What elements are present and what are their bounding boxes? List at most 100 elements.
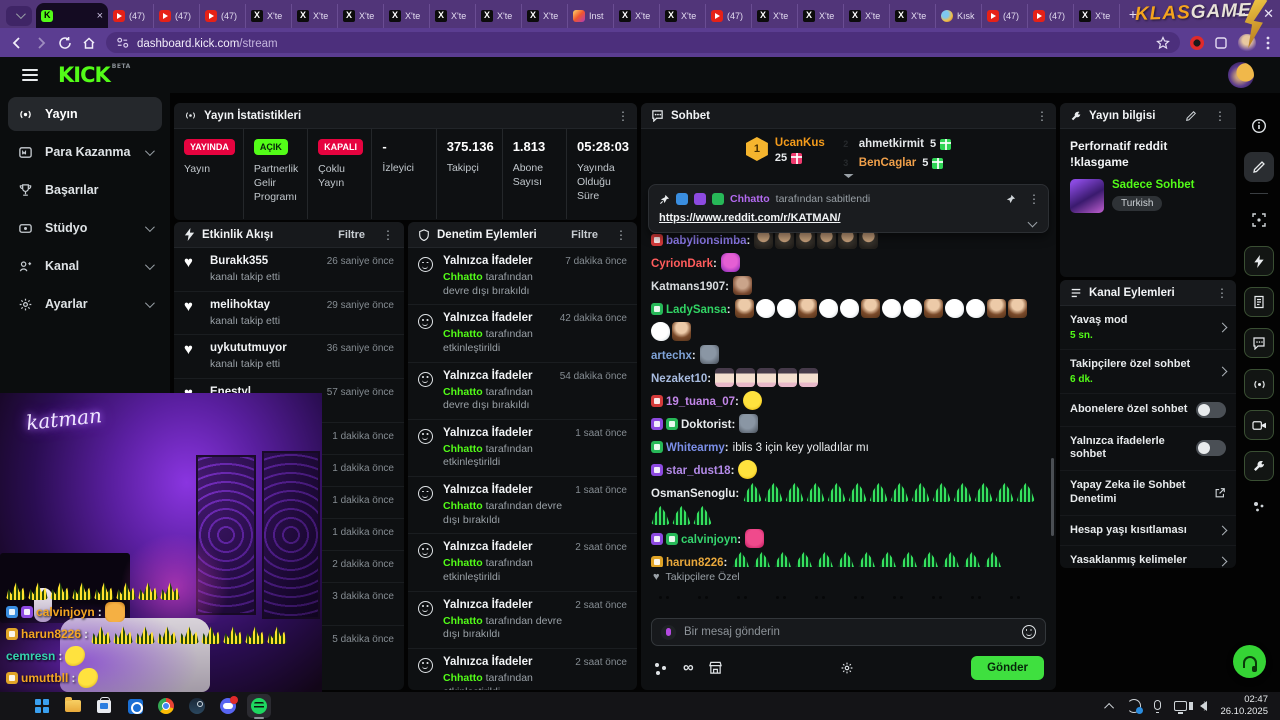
channel-action-item[interactable]: Yasaklanmış kelimeler — [1060, 546, 1236, 568]
sidebar-item-ayarlar[interactable]: Ayarlar — [8, 287, 162, 321]
gear-icon[interactable] — [840, 661, 854, 675]
moderator-name[interactable]: Chhatto — [443, 328, 483, 341]
reload-icon[interactable] — [58, 36, 72, 50]
moderator-name[interactable]: Chhatto — [443, 500, 483, 513]
browser-tab[interactable]: X'te — [522, 4, 568, 28]
quick-emote-icon[interactable] — [733, 590, 752, 609]
browser-tab[interactable]: X'te — [798, 4, 844, 28]
extensions-icon[interactable] — [1214, 36, 1228, 50]
browser-tab[interactable]: X'te — [292, 4, 338, 28]
panel-menu-icon[interactable]: ⋮ — [1216, 285, 1228, 300]
send-button[interactable]: Gönder — [971, 656, 1044, 680]
sidebar-item-basarilar[interactable]: Başarılar — [8, 173, 162, 207]
quick-emote-icon[interactable] — [1006, 590, 1025, 609]
category-thumbnail[interactable] — [1070, 179, 1104, 214]
channel-action-item[interactable]: Abonelere özel sohbet — [1060, 394, 1236, 427]
channel-action-item[interactable]: Takipçilere özel sohbet 6 dk. — [1060, 350, 1236, 394]
leaderboard-row[interactable]: 3 BenCaglar 5 — [839, 156, 951, 170]
stream-preview-video[interactable]: katman calvinjoyn: harun8226: cemresn: u… — [0, 393, 322, 692]
home-icon[interactable] — [82, 36, 96, 50]
quick-emote-icon[interactable] — [928, 590, 947, 609]
site-info-icon[interactable] — [116, 36, 129, 49]
close-icon[interactable]: ✕ — [1263, 6, 1274, 21]
leaderboard-collapse-button[interactable] — [641, 172, 1056, 180]
browser-tab[interactable]: X'te — [338, 4, 384, 28]
browser-tab[interactable]: X'te — [752, 4, 798, 28]
leaderboard-username[interactable]: ahmetkirmit — [858, 138, 924, 150]
chat-username[interactable]: artechx — [651, 350, 692, 362]
chat-username[interactable]: Katmans1907 — [651, 281, 726, 293]
quick-actions-icon[interactable] — [1244, 246, 1274, 276]
tray-expand-icon[interactable] — [1104, 702, 1115, 713]
quick-emote-icon[interactable] — [655, 590, 674, 609]
emoji-picker-icon[interactable] — [1022, 625, 1036, 639]
browser-tab[interactable]: (47) — [108, 4, 154, 28]
bookmark-star-icon[interactable] — [1156, 35, 1170, 50]
spotify-button[interactable] — [247, 694, 271, 719]
browser-tab[interactable]: X'te — [1074, 4, 1120, 28]
hamburger-menu-icon[interactable] — [22, 69, 38, 81]
quick-emote-icon[interactable] — [811, 590, 830, 609]
leaderboard-username[interactable]: BenCaglar — [858, 157, 917, 169]
pinned-message[interactable]: Chhatto tarafından sabitlendi ⋮ https://… — [648, 184, 1049, 233]
broadcast-icon[interactable] — [1244, 369, 1274, 399]
edit-icon[interactable] — [1244, 152, 1274, 182]
tab-close-icon[interactable]: × — [96, 9, 103, 22]
steam-button[interactable] — [185, 694, 209, 718]
language-tag[interactable]: Turkish — [1112, 196, 1163, 212]
speaker-icon[interactable] — [1189, 701, 1208, 711]
kick-logo[interactable]: KICK BETA — [58, 63, 131, 87]
emote-combos-icon[interactable] — [653, 661, 669, 675]
browser-tab[interactable]: X'te — [660, 4, 706, 28]
event-username[interactable]: uykututmuyor — [210, 342, 287, 355]
leaderboard-row[interactable]: 2 ahmetkirmit 5 — [839, 137, 952, 151]
chat-username[interactable]: 19_tuana_07 — [666, 396, 736, 408]
chrome-button[interactable] — [154, 694, 178, 718]
tray-microphone-icon[interactable] — [1154, 700, 1162, 713]
chat-username[interactable]: Whitearmy — [666, 442, 725, 454]
moderator-name[interactable]: Chhatto — [443, 671, 483, 684]
new-tab-button[interactable]: + — [1128, 6, 1138, 22]
moderator-name[interactable]: Chhatto — [443, 557, 483, 570]
outlook-button[interactable] — [123, 694, 147, 718]
pinned-menu-icon[interactable]: ⋮ — [1028, 192, 1040, 206]
tab-search-button[interactable] — [6, 6, 32, 26]
browser-tab[interactable]: X'te — [844, 4, 890, 28]
browser-tab[interactable]: × — [36, 3, 108, 28]
browser-tab[interactable]: X'te — [890, 4, 936, 28]
moderator-name[interactable]: Chhatto — [443, 385, 483, 398]
browser-profile-avatar[interactable] — [1238, 33, 1256, 52]
chat-scrollbar[interactable] — [1051, 458, 1054, 536]
panel-menu-icon[interactable]: ⋮ — [382, 227, 394, 242]
event-username[interactable]: Burakk355 — [210, 255, 269, 267]
forward-icon[interactable] — [34, 36, 48, 50]
browser-tab[interactable]: X'te — [430, 4, 476, 28]
channel-action-item[interactable]: Yavaş mod 5 sn. — [1060, 306, 1236, 350]
tools-icon[interactable] — [1244, 451, 1274, 481]
display-icon[interactable] — [1174, 701, 1188, 714]
panel-menu-icon[interactable]: ⋮ — [1036, 108, 1048, 123]
quick-emote-icon[interactable] — [889, 590, 908, 609]
quick-emote-icon[interactable] — [772, 590, 791, 609]
chat-username[interactable]: CyrionDark — [651, 258, 713, 270]
moderator-name[interactable]: Chhatto — [443, 442, 483, 455]
chat-username[interactable]: Doktorist — [681, 419, 732, 431]
browser-tab[interactable]: (47) — [706, 4, 752, 28]
browser-tab[interactable]: X'te — [614, 4, 660, 28]
support-button[interactable] — [1233, 645, 1266, 678]
browser-tab[interactable]: Inst — [568, 4, 614, 28]
microsoft-store-button[interactable] — [92, 694, 116, 718]
pin-icon[interactable] — [1005, 194, 1016, 205]
sidebar-item-yayin[interactable]: Yayın — [8, 97, 162, 131]
discord-button[interactable] — [216, 694, 240, 718]
studio-icon[interactable] — [1244, 205, 1274, 235]
chat-username[interactable]: Nezaket10 — [651, 373, 708, 385]
channel-action-item[interactable]: Yalnızca ifadelerle sohbet — [1060, 427, 1236, 471]
pinned-link[interactable]: https://www.reddit.com/r/KATMAN/ — [659, 212, 841, 224]
chat-username[interactable]: LadySansa — [666, 304, 727, 316]
browser-tab[interactable]: X'te — [476, 4, 522, 28]
back-icon[interactable] — [10, 36, 24, 50]
pinned-by-username[interactable]: Chhatto — [730, 193, 770, 205]
panel-menu-icon[interactable]: ⋮ — [617, 108, 629, 123]
emotes-icon[interactable] — [1244, 492, 1274, 522]
